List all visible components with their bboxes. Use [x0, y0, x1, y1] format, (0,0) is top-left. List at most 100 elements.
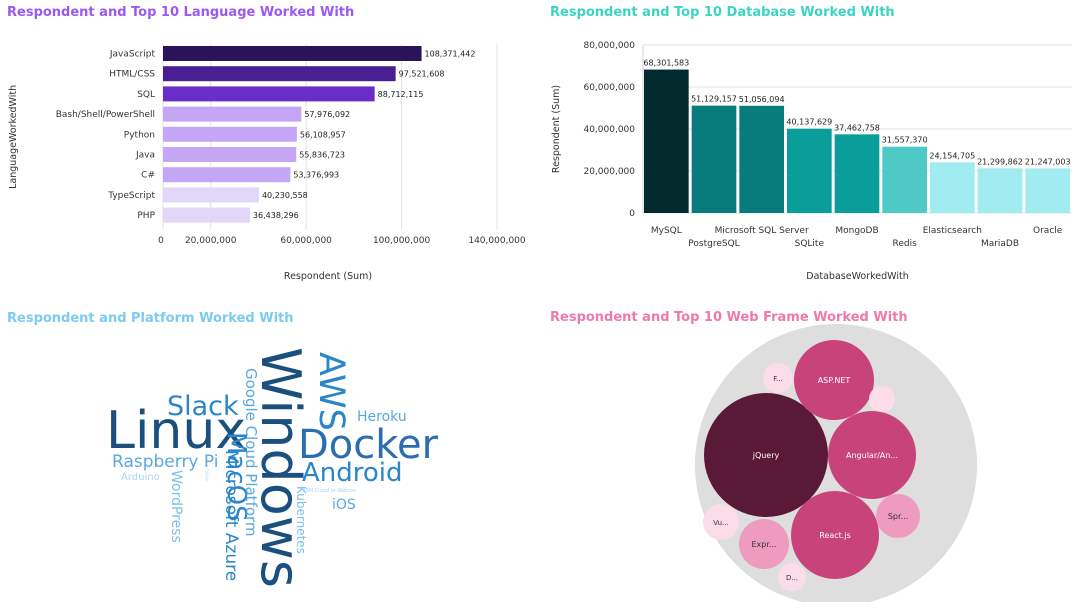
bar [163, 86, 375, 102]
value-label: 40,137,629 [786, 118, 832, 127]
bar [163, 126, 297, 142]
value-label: 51,056,094 [739, 95, 785, 104]
webframes-panel-title: Respondent and Top 10 Web Frame Worked W… [550, 310, 908, 325]
bar [787, 128, 832, 213]
bar [691, 105, 737, 213]
word-cloud-word: Docker [298, 422, 439, 468]
bar [930, 162, 975, 213]
value-label: 108,371,442 [425, 50, 476, 59]
bar [163, 147, 297, 162]
category-label: Elasticsearch [923, 226, 982, 236]
bubble [828, 411, 916, 499]
bubble-label: D... [786, 574, 798, 582]
value-label: 24,154,705 [929, 151, 975, 160]
y-axis-title: LanguageWorkedWith [8, 85, 19, 189]
word-cloud-word: Other [203, 468, 209, 483]
category-label: Java [135, 151, 155, 161]
value-label: 21,247,003 [1025, 157, 1071, 166]
value-label: 21,299,862 [977, 157, 1023, 166]
value-label: 68,301,583 [643, 59, 689, 68]
bar [977, 168, 1023, 213]
category-label: SQLite [795, 239, 825, 249]
bar [163, 187, 259, 203]
bubble-label: Angular/An... [846, 451, 898, 460]
value-label: 31,557,370 [882, 136, 928, 145]
bubble [739, 519, 789, 569]
category-label: JavaScript [109, 50, 156, 60]
word-cloud-word: Google Cloud Platform [242, 368, 260, 537]
word-cloud-word: AWS [311, 352, 351, 431]
bubble-label: Vu... [713, 519, 728, 527]
bar [163, 66, 396, 82]
value-label: 56,108,957 [300, 130, 346, 139]
x-tick-label: 20,000,000 [185, 236, 237, 246]
x-tick-label: 100,000,000 [373, 236, 431, 246]
webframe-bubble-chart: jQuery React.js Angular/An... ASP.NET Spr...… [695, 324, 977, 602]
category-label: PHP [137, 211, 155, 221]
word-cloud-word: Android [302, 458, 403, 488]
bubble-label: React.js [819, 531, 851, 540]
value-label: 40,230,558 [262, 191, 308, 200]
languages-panel-title: Respondent and Top 10 Language Worked Wi… [7, 5, 355, 20]
bubble-label: jQuery [752, 451, 780, 460]
word-cloud-word: Linux [106, 401, 246, 461]
bubble-label: Spr... [888, 512, 908, 521]
bar [163, 207, 250, 223]
y-tick-label: 80,000,000 [583, 41, 635, 51]
x-tick-label: 140,000,000 [468, 236, 526, 246]
value-label: 36,438,296 [253, 211, 299, 220]
x-axis-title: DatabaseWorkedWith [806, 271, 909, 282]
category-label: Microsoft SQL Server [715, 226, 809, 236]
bar [882, 146, 927, 213]
platforms-panel-title: Respondent and Platform Worked With [7, 311, 294, 326]
value-label: 55,836,723 [299, 151, 345, 160]
x-axis-title: Respondent (Sum) [284, 271, 372, 282]
y-tick-label: 40,000,000 [583, 125, 635, 135]
x-tick-label: 60,000,000 [280, 236, 332, 246]
category-label: MySQL [651, 226, 682, 236]
category-label: Redis [893, 239, 918, 249]
category-label: Python [124, 130, 155, 140]
value-label: 97,521,608 [399, 70, 445, 79]
category-label: MariaDB [981, 239, 1019, 249]
bar [163, 106, 302, 122]
y-tick-label: 20,000,000 [583, 167, 635, 177]
value-label: 57,976,092 [304, 110, 350, 119]
bar [644, 69, 689, 213]
bubble [876, 494, 920, 538]
category-label: SQL [137, 90, 155, 100]
category-label: C# [141, 171, 155, 181]
category-label: Bash/Shell/PowerShell [56, 110, 155, 120]
bubble [791, 491, 879, 579]
bar [739, 105, 784, 213]
value-label: 88,712,115 [378, 90, 424, 99]
word-cloud-word: Heroku [357, 409, 407, 425]
word-cloud-word: Kubernetes [294, 486, 308, 554]
bar [1025, 168, 1070, 213]
category-label: PostgreSQL [688, 239, 739, 249]
bubble-label: Expr... [751, 540, 776, 549]
word-cloud-word: Windows [249, 347, 312, 588]
databases-panel-title: Respondent and Top 10 Database Worked Wi… [550, 5, 895, 20]
word-cloud-word: Arduino [121, 472, 160, 483]
y-axis-title: Respondent (Sum) [551, 85, 562, 173]
bubble [703, 504, 739, 540]
bubble [869, 386, 895, 412]
bar [163, 46, 422, 61]
word-cloud-word: IBM Cloud or Watson [304, 488, 356, 494]
bubble [794, 340, 874, 420]
word-cloud-word: Raspberry Pi [112, 452, 219, 472]
y-tick-label: 60,000,000 [583, 83, 635, 93]
y-tick-label: 0 [629, 209, 635, 219]
category-label: MongoDB [835, 226, 878, 236]
language-bar-chart: 0 20,000,000 60,000,000 100,000,000 140,000,… [8, 44, 526, 282]
database-bar-chart: 0 20,000,000 40,000,000 60,000,000 80,000,00… [551, 41, 1072, 282]
category-label: TypeScript [107, 191, 155, 201]
bubble-label: F... [773, 375, 783, 383]
word-cloud-word: iOS [332, 497, 356, 513]
bubble [778, 563, 806, 591]
bar [834, 134, 880, 213]
value-label: 53,376,993 [293, 171, 339, 180]
category-label: Oracle [1033, 226, 1063, 236]
